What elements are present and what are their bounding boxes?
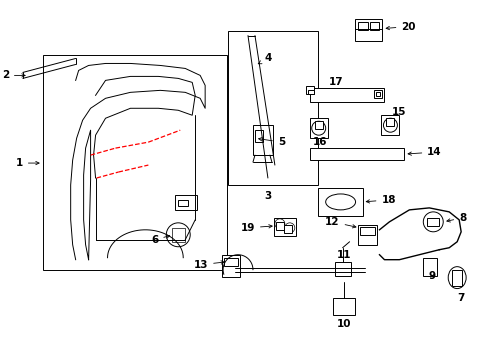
Bar — [309, 118, 327, 138]
Bar — [309, 148, 404, 160]
Text: 15: 15 — [391, 107, 406, 117]
Bar — [227, 31, 317, 185]
Bar — [252, 125, 272, 155]
Text: 18: 18 — [366, 195, 395, 205]
Bar — [178, 200, 188, 206]
Text: 6: 6 — [151, 235, 169, 245]
Bar — [275, 222, 283, 230]
Bar — [354, 19, 382, 41]
Text: 12: 12 — [325, 217, 355, 228]
Text: 17: 17 — [327, 77, 342, 87]
Text: 11: 11 — [336, 250, 350, 260]
Bar — [317, 188, 362, 216]
Bar — [334, 262, 350, 276]
Bar — [42, 55, 226, 270]
Bar — [175, 195, 197, 210]
Bar — [224, 258, 238, 266]
Text: 8: 8 — [446, 213, 466, 223]
Text: 1: 1 — [16, 158, 39, 168]
Bar — [376, 92, 380, 96]
Bar — [172, 228, 185, 242]
Bar — [332, 298, 354, 315]
Bar — [451, 270, 461, 285]
Bar — [357, 22, 367, 30]
Bar — [374, 90, 382, 98]
Bar — [427, 218, 438, 226]
Text: 4: 4 — [258, 54, 272, 64]
Text: 10: 10 — [336, 319, 350, 329]
Text: 16: 16 — [312, 137, 326, 147]
Text: 2: 2 — [1, 71, 25, 80]
Bar — [369, 22, 379, 30]
Bar — [273, 218, 295, 236]
Bar — [357, 225, 377, 245]
Text: 9: 9 — [428, 271, 435, 281]
Bar — [307, 90, 313, 94]
Bar — [359, 227, 375, 235]
Bar — [423, 258, 436, 276]
Text: 20: 20 — [386, 22, 415, 32]
Bar — [254, 130, 263, 142]
Bar — [222, 255, 240, 276]
Text: 13: 13 — [193, 260, 224, 270]
Bar — [386, 118, 394, 126]
Bar — [309, 88, 384, 102]
Bar — [283, 225, 291, 233]
Bar — [381, 115, 399, 135]
Text: 19: 19 — [240, 223, 272, 233]
Text: 14: 14 — [407, 147, 441, 157]
Text: 3: 3 — [264, 191, 271, 201]
Bar — [314, 121, 322, 129]
Bar — [305, 86, 313, 94]
Text: 7: 7 — [457, 293, 464, 302]
Text: 5: 5 — [258, 137, 285, 147]
